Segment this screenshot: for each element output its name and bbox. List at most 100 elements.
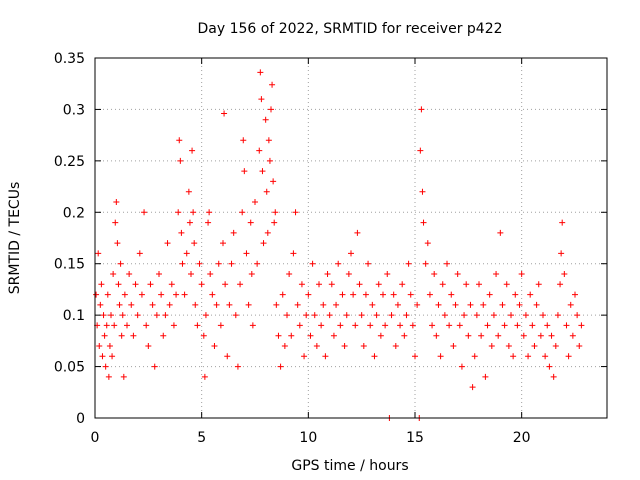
data-point	[503, 281, 510, 288]
data-point	[576, 343, 583, 349]
data-point	[525, 353, 532, 360]
data-point	[352, 322, 359, 329]
data-point	[256, 147, 263, 154]
y-tick-label: 0.2	[63, 205, 85, 221]
data-point	[281, 343, 288, 349]
data-point	[569, 332, 576, 339]
data-point	[186, 219, 193, 226]
data-point	[463, 281, 470, 288]
data-point	[277, 363, 284, 370]
data-point	[105, 373, 112, 380]
data-point	[520, 332, 527, 339]
data-point	[112, 219, 119, 226]
data-point	[259, 168, 266, 175]
data-point	[429, 322, 436, 329]
data-point	[130, 332, 137, 339]
data-point	[412, 353, 418, 360]
data-point	[397, 322, 404, 329]
x-tick-label: 15	[406, 430, 424, 446]
data-point	[458, 363, 465, 370]
data-point	[124, 322, 130, 329]
data-point	[196, 260, 203, 267]
data-point	[431, 271, 438, 277]
data-point	[441, 312, 448, 319]
data-point	[407, 291, 414, 298]
data-point	[337, 322, 344, 329]
data-point	[241, 168, 248, 175]
data-point	[450, 343, 457, 349]
data-point	[93, 291, 100, 298]
data-point	[273, 301, 280, 308]
data-point	[138, 291, 145, 298]
data-point	[257, 69, 264, 76]
data-point	[254, 260, 261, 267]
data-point	[103, 322, 110, 329]
data-point	[552, 343, 559, 349]
data-point	[305, 291, 312, 298]
axis-ticks: 0 5 10 15 20 0 0.05 0.1 0.15 0.2 0.25 0.3 0.35	[54, 51, 607, 446]
data-point	[514, 322, 521, 329]
data-point	[230, 229, 237, 236]
data-point	[95, 250, 102, 257]
data-point	[188, 271, 194, 277]
data-point	[298, 281, 305, 288]
data-point	[335, 260, 342, 267]
data-point	[542, 353, 549, 360]
x-axis-title: GPS time / hours	[291, 458, 408, 474]
data-point	[490, 312, 497, 319]
y-tick-label: 0.15	[54, 257, 85, 273]
data-point	[531, 343, 538, 349]
data-point	[190, 209, 197, 216]
data-point	[286, 271, 293, 277]
data-point	[326, 312, 333, 319]
data-point	[145, 343, 152, 349]
data-point	[102, 363, 109, 370]
data-point	[303, 312, 310, 319]
data-point	[417, 147, 424, 154]
data-point	[380, 291, 386, 298]
data-point	[418, 106, 425, 113]
data-point	[249, 322, 256, 329]
data-point	[119, 312, 126, 319]
data-point	[561, 271, 568, 277]
data-point	[499, 301, 506, 308]
data-point	[311, 312, 318, 319]
data-point	[382, 322, 389, 329]
data-point	[264, 229, 271, 236]
data-point	[341, 343, 348, 349]
data-point	[181, 291, 188, 298]
data-point	[128, 301, 135, 308]
data-point	[345, 271, 352, 277]
data-point	[213, 301, 220, 308]
data-point	[109, 353, 116, 360]
data-point	[179, 260, 186, 267]
data-point	[194, 322, 201, 329]
data-point	[461, 312, 468, 319]
data-point	[356, 281, 363, 288]
data-point	[448, 291, 455, 298]
data-point	[557, 281, 564, 288]
data-point	[185, 188, 192, 195]
data-point	[294, 301, 301, 308]
data-point	[245, 301, 252, 308]
data-point	[121, 291, 128, 298]
data-point	[228, 260, 235, 267]
data-point	[198, 281, 205, 288]
data-point	[209, 291, 216, 298]
data-point	[162, 312, 169, 319]
data-point	[316, 281, 322, 288]
data-point	[313, 343, 320, 349]
data-point	[164, 240, 171, 247]
data-point	[290, 250, 297, 257]
data-point	[420, 219, 427, 226]
data-point	[527, 291, 534, 298]
data-point	[266, 157, 273, 164]
data-point	[390, 291, 397, 298]
x-tick-label: 20	[513, 430, 531, 446]
data-point	[375, 281, 382, 288]
data-point	[240, 137, 247, 144]
data-point	[367, 322, 374, 329]
data-point	[222, 281, 229, 288]
data-point	[493, 271, 500, 277]
